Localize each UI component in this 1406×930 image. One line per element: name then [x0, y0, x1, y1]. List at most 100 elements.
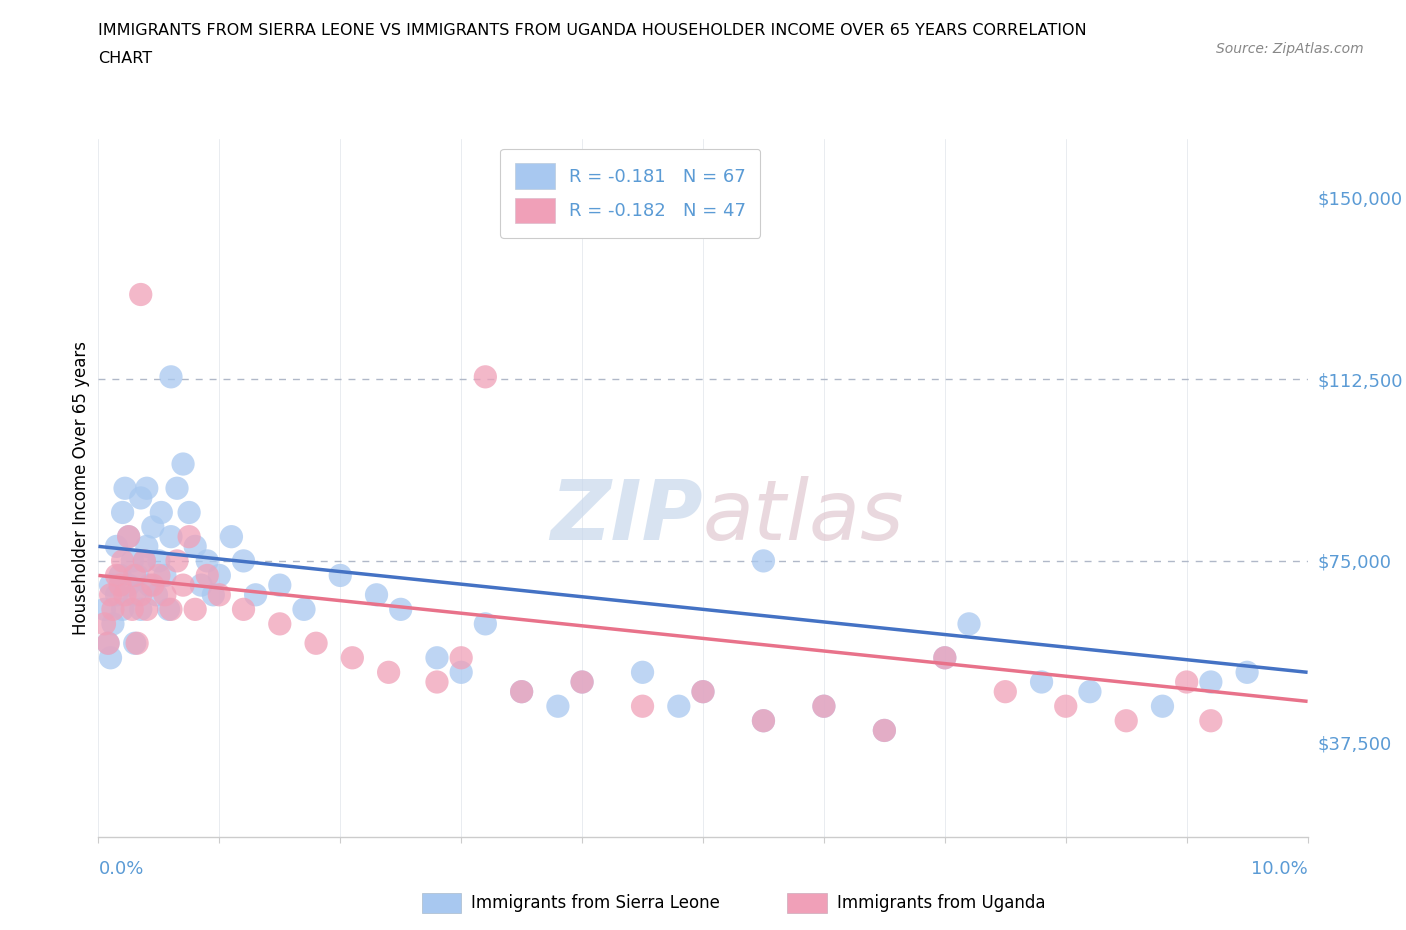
Point — [202, 588, 225, 603]
Point — [172, 457, 194, 472]
Point — [93, 617, 115, 631]
Point — [105, 568, 128, 583]
Point — [510, 684, 533, 699]
Point — [160, 529, 183, 544]
Text: ZIP: ZIP — [550, 475, 703, 557]
Point — [292, 602, 315, 617]
Point — [127, 636, 149, 651]
Text: atlas: atlas — [703, 475, 904, 557]
Point — [752, 553, 775, 568]
Text: Immigrants from Sierra Leone: Immigrants from Sierra Leone — [471, 894, 720, 912]
Point — [190, 578, 212, 592]
Point — [153, 588, 176, 603]
Point — [124, 588, 146, 603]
Point — [474, 369, 496, 384]
Point — [145, 588, 167, 603]
Legend: R = -0.181   N = 67, R = -0.182   N = 47: R = -0.181 N = 67, R = -0.182 N = 47 — [501, 149, 761, 237]
Point — [129, 602, 152, 617]
Point — [160, 602, 183, 617]
Point — [135, 602, 157, 617]
Text: 0.0%: 0.0% — [98, 860, 143, 878]
Point — [166, 481, 188, 496]
Point — [208, 588, 231, 603]
Point — [97, 636, 120, 651]
Point — [474, 617, 496, 631]
Text: IMMIGRANTS FROM SIERRA LEONE VS IMMIGRANTS FROM UGANDA HOUSEHOLDER INCOME OVER 6: IMMIGRANTS FROM SIERRA LEONE VS IMMIGRAN… — [98, 23, 1087, 38]
Point — [571, 674, 593, 689]
Point — [100, 588, 122, 603]
Text: CHART: CHART — [98, 51, 152, 66]
Point — [129, 287, 152, 302]
Point — [121, 602, 143, 617]
Point — [138, 578, 160, 592]
Point — [114, 588, 136, 603]
Point — [269, 617, 291, 631]
Point — [129, 490, 152, 505]
Point — [118, 578, 141, 592]
Point — [269, 578, 291, 592]
Point — [232, 602, 254, 617]
Point — [305, 636, 328, 651]
Point — [105, 588, 128, 603]
Point — [1236, 665, 1258, 680]
Point — [184, 602, 207, 617]
Point — [571, 674, 593, 689]
Point — [1175, 674, 1198, 689]
Point — [1152, 698, 1174, 713]
Point — [342, 650, 364, 665]
Point — [97, 636, 120, 651]
Point — [1199, 713, 1222, 728]
Point — [153, 568, 176, 583]
Point — [1199, 674, 1222, 689]
Point — [957, 617, 980, 631]
Point — [108, 568, 131, 583]
Point — [377, 665, 399, 680]
Point — [118, 529, 141, 544]
Point — [873, 723, 896, 737]
Point — [752, 713, 775, 728]
Point — [1078, 684, 1101, 699]
Point — [111, 602, 134, 617]
Point — [195, 568, 218, 583]
Point — [1054, 698, 1077, 713]
Point — [752, 713, 775, 728]
Point — [111, 553, 134, 568]
Point — [195, 553, 218, 568]
Point — [142, 578, 165, 592]
Point — [873, 723, 896, 737]
Point — [100, 650, 122, 665]
Point — [245, 588, 267, 603]
Point — [934, 650, 956, 665]
Point — [1115, 713, 1137, 728]
Point — [166, 553, 188, 568]
Point — [366, 588, 388, 603]
Point — [160, 369, 183, 384]
Point — [105, 539, 128, 554]
Point — [100, 578, 122, 592]
Point — [148, 553, 170, 568]
Point — [148, 568, 170, 583]
Point — [934, 650, 956, 665]
Point — [129, 588, 152, 603]
Point — [101, 602, 124, 617]
Point — [134, 553, 156, 568]
Point — [108, 578, 131, 592]
Point — [101, 617, 124, 631]
Point — [127, 568, 149, 583]
Point — [114, 481, 136, 496]
Text: Immigrants from Uganda: Immigrants from Uganda — [837, 894, 1045, 912]
Point — [692, 684, 714, 699]
Point — [450, 665, 472, 680]
Text: Source: ZipAtlas.com: Source: ZipAtlas.com — [1216, 42, 1364, 56]
Text: 10.0%: 10.0% — [1251, 860, 1308, 878]
Point — [179, 505, 201, 520]
Point — [329, 568, 352, 583]
Point — [135, 481, 157, 496]
Point — [1031, 674, 1053, 689]
Point — [994, 684, 1017, 699]
Point — [157, 602, 180, 617]
Point — [631, 665, 654, 680]
Point — [221, 529, 243, 544]
Point — [150, 505, 173, 520]
Point — [450, 650, 472, 665]
